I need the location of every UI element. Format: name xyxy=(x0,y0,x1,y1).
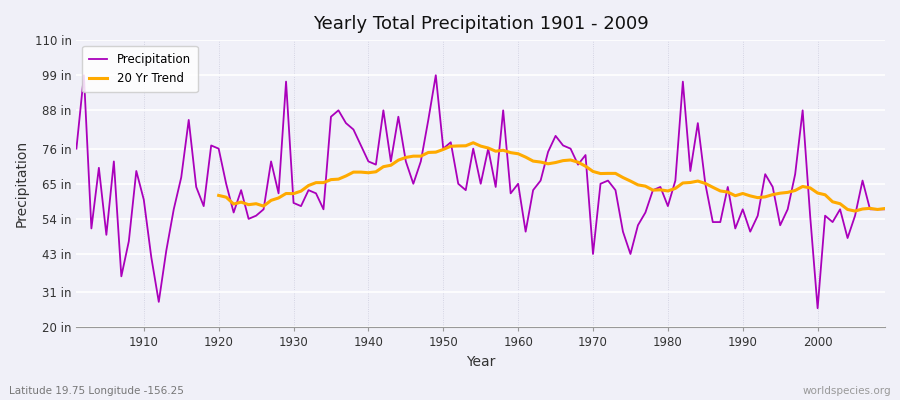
20 Yr Trend xyxy=(303,183,314,188)
Precipitation xyxy=(139,197,149,202)
Line: Precipitation: Precipitation xyxy=(76,75,885,308)
Precipitation xyxy=(520,229,531,234)
Title: Yearly Total Precipitation 1901 - 2009: Yearly Total Precipitation 1901 - 2009 xyxy=(313,15,649,33)
X-axis label: Year: Year xyxy=(466,355,495,369)
Precipitation xyxy=(348,127,359,132)
20 Yr Trend xyxy=(775,191,786,196)
20 Yr Trend xyxy=(790,188,801,193)
Legend: Precipitation, 20 Yr Trend: Precipitation, 20 Yr Trend xyxy=(82,46,198,92)
Text: Latitude 19.75 Longitude -156.25: Latitude 19.75 Longitude -156.25 xyxy=(9,386,184,396)
20 Yr Trend xyxy=(865,206,876,211)
20 Yr Trend xyxy=(879,206,890,211)
Precipitation xyxy=(610,188,621,192)
20 Yr Trend xyxy=(416,154,427,158)
20 Yr Trend xyxy=(685,180,696,185)
20 Yr Trend xyxy=(850,209,860,214)
Precipitation xyxy=(513,181,524,186)
Precipitation xyxy=(879,207,890,212)
Precipitation xyxy=(78,73,89,78)
Precipitation xyxy=(303,188,314,192)
20 Yr Trend xyxy=(213,193,224,198)
Text: worldspecies.org: worldspecies.org xyxy=(803,386,891,396)
Y-axis label: Precipitation: Precipitation xyxy=(15,140,29,227)
Precipitation xyxy=(812,306,823,311)
20 Yr Trend xyxy=(468,140,479,145)
Precipitation xyxy=(71,146,82,151)
Line: 20 Yr Trend: 20 Yr Trend xyxy=(219,143,885,211)
